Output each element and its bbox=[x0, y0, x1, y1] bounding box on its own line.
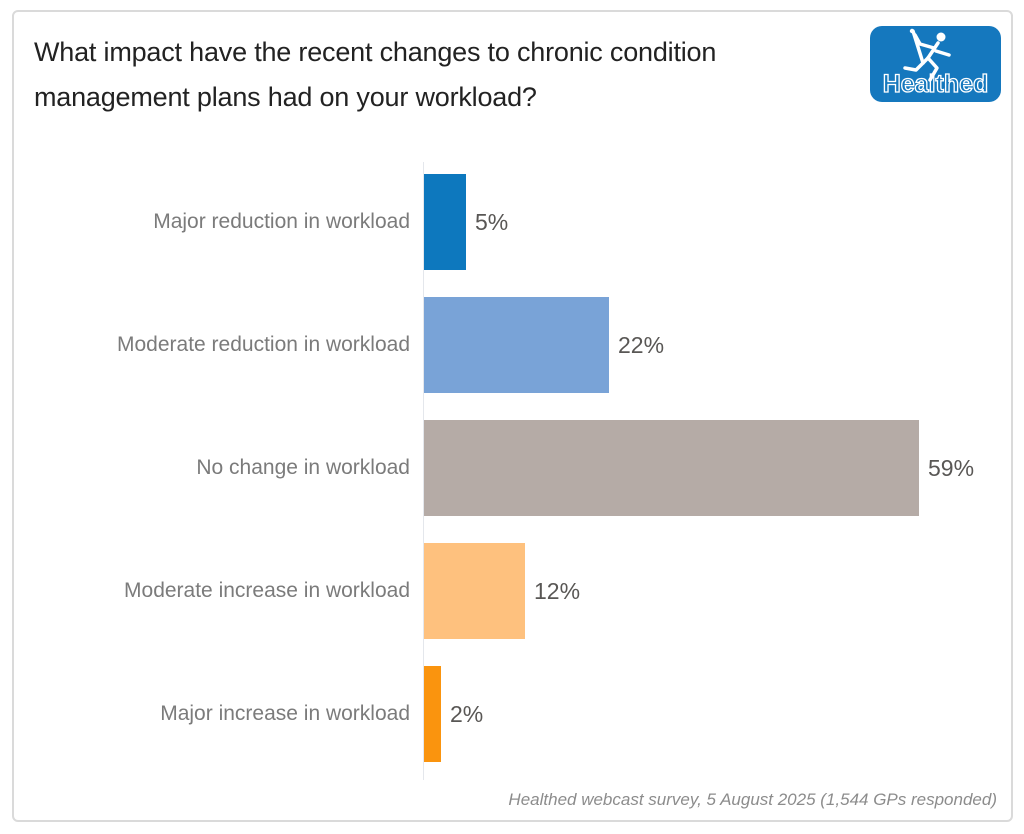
bar[interactable] bbox=[424, 543, 525, 639]
value-label: 5% bbox=[475, 208, 509, 235]
bar-zone: 22% bbox=[424, 297, 1011, 393]
bar-zone: 12% bbox=[424, 543, 1011, 639]
bar[interactable] bbox=[424, 666, 441, 762]
value-label: 12% bbox=[534, 577, 581, 604]
category-label: No change in workload bbox=[196, 456, 410, 479]
value-label: 2% bbox=[450, 700, 484, 727]
bar-zone: 59% bbox=[424, 420, 1011, 516]
y-axis-line bbox=[423, 162, 424, 780]
plot-area: Major reduction in workload 5% Moderate … bbox=[14, 174, 1011, 774]
source-note: Healthed webcast survey, 5 August 2025 (… bbox=[508, 790, 997, 809]
bar[interactable] bbox=[424, 420, 919, 516]
bar-zone: 5% bbox=[424, 174, 1011, 270]
hermes-runner-icon bbox=[903, 28, 951, 82]
bar-row: Major increase in workload 2% bbox=[14, 666, 1011, 762]
healthed-logo-text: Healthed bbox=[883, 70, 989, 98]
healthed-logo-graphic: Healthed bbox=[870, 26, 1001, 102]
value-label: 22% bbox=[618, 331, 665, 358]
category-label: Moderate reduction in workload bbox=[117, 333, 410, 356]
bar-row: No change in workload 59% bbox=[14, 420, 1011, 516]
category-label: Major increase in workload bbox=[160, 702, 410, 725]
bar[interactable] bbox=[424, 174, 466, 270]
chart-title: What impact have the recent changes to c… bbox=[34, 37, 717, 112]
bar-row: Moderate reduction in workload 22% bbox=[14, 297, 1011, 393]
bar-row: Major reduction in workload 5% bbox=[14, 174, 1011, 270]
bar[interactable] bbox=[424, 297, 609, 393]
category-label: Major reduction in workload bbox=[153, 210, 410, 233]
category-label: Moderate increase in workload bbox=[124, 579, 410, 602]
healthed-logo[interactable]: Healthed bbox=[870, 26, 1001, 102]
chart-card: What impact have the recent changes to c… bbox=[12, 10, 1013, 822]
value-label: 59% bbox=[928, 454, 975, 481]
bar-row: Moderate increase in workload 12% bbox=[14, 543, 1011, 639]
bar-zone: 2% bbox=[424, 666, 1011, 762]
